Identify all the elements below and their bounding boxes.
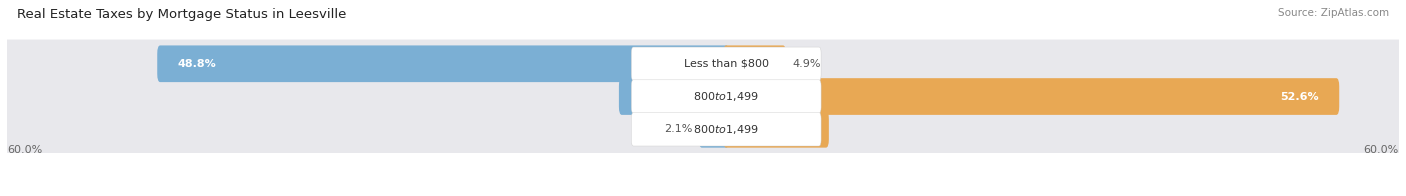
- FancyBboxPatch shape: [723, 78, 1340, 115]
- FancyBboxPatch shape: [0, 40, 1406, 88]
- Text: 4.9%: 4.9%: [793, 59, 821, 69]
- FancyBboxPatch shape: [631, 113, 821, 146]
- FancyBboxPatch shape: [631, 80, 821, 113]
- Text: 52.6%: 52.6%: [1281, 92, 1319, 102]
- FancyBboxPatch shape: [631, 47, 821, 81]
- Text: 8.6%: 8.6%: [778, 124, 808, 134]
- FancyBboxPatch shape: [0, 72, 1406, 121]
- FancyBboxPatch shape: [0, 105, 1406, 153]
- FancyBboxPatch shape: [699, 111, 730, 148]
- FancyBboxPatch shape: [723, 111, 830, 148]
- Text: Source: ZipAtlas.com: Source: ZipAtlas.com: [1278, 8, 1389, 18]
- Text: 60.0%: 60.0%: [1364, 145, 1399, 155]
- FancyBboxPatch shape: [157, 45, 730, 82]
- Text: Real Estate Taxes by Mortgage Status in Leesville: Real Estate Taxes by Mortgage Status in …: [17, 8, 346, 21]
- Text: 2.1%: 2.1%: [664, 124, 693, 134]
- Text: 60.0%: 60.0%: [7, 145, 42, 155]
- FancyBboxPatch shape: [619, 78, 730, 115]
- Text: Less than $800: Less than $800: [683, 59, 769, 69]
- Text: $800 to $1,499: $800 to $1,499: [693, 90, 759, 103]
- Text: $800 to $1,499: $800 to $1,499: [693, 123, 759, 136]
- FancyBboxPatch shape: [723, 45, 786, 82]
- Text: 9.0%: 9.0%: [640, 92, 671, 102]
- Text: 48.8%: 48.8%: [177, 59, 217, 69]
